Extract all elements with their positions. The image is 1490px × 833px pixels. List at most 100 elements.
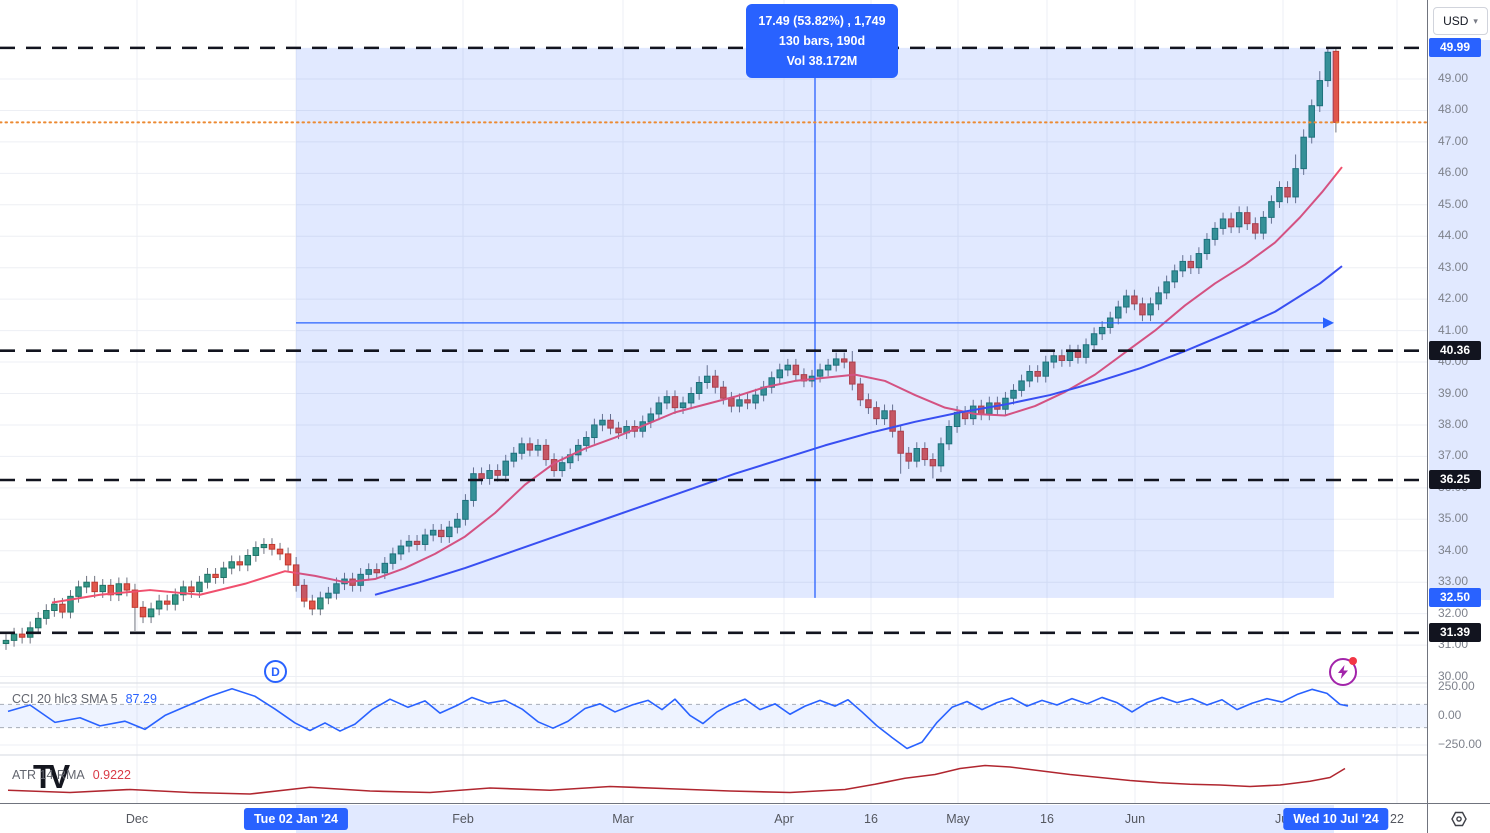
candle-up	[591, 424, 598, 439]
candle-up	[244, 554, 252, 566]
candle-down	[905, 452, 912, 462]
candle-down	[309, 600, 316, 610]
currency-selector[interactable]: USD ▾	[1433, 7, 1488, 35]
candle-down	[1058, 355, 1066, 361]
candle-up	[558, 462, 566, 472]
cci-tick-label: 0.00	[1438, 708, 1462, 722]
ma-fast-line[interactable]	[51, 166, 1343, 604]
atr-legend[interactable]: ATR 14 RMA 0.9222	[12, 768, 131, 782]
candle-down	[1131, 295, 1138, 305]
price-tick-label: 37.00	[1438, 448, 1469, 463]
candle-up	[389, 553, 397, 564]
candle-down	[1034, 370, 1041, 377]
price-tick-label: 43.00	[1438, 259, 1469, 274]
candle-up	[945, 426, 953, 445]
lightning-quick-action-button[interactable]	[1329, 657, 1357, 686]
candle-up	[147, 608, 155, 618]
time-tick-label: Feb	[452, 812, 474, 826]
candle-up	[518, 443, 526, 454]
measure-bottom-price-badge: 32.50	[1429, 588, 1481, 608]
level-lines[interactable]	[0, 46, 1427, 635]
candle-up	[534, 444, 542, 451]
candle-down	[615, 427, 622, 434]
candle-down	[276, 548, 284, 555]
measure-tool[interactable]	[296, 47, 1334, 598]
price-tick-label: 42.00	[1438, 291, 1469, 306]
price-axis[interactable]: USD ▾ 49.00 48.00 47.00 46.00 45.00 44.00 43.0…	[1427, 0, 1490, 803]
candle-down	[792, 364, 800, 376]
candle-down	[212, 573, 219, 578]
cci-legend[interactable]: CCI 20 hlc3 SMA 5 87.29	[12, 692, 157, 706]
pane-separators	[0, 682, 1427, 756]
candle-up	[1219, 218, 1227, 229]
candle-up	[1211, 227, 1219, 240]
candle-up	[99, 584, 106, 593]
candle-up	[1292, 168, 1299, 198]
candle-up	[317, 597, 324, 610]
price-tick-label: 45.00	[1438, 196, 1469, 211]
axis-settings-corner[interactable]	[1427, 803, 1490, 833]
candle-down	[744, 399, 751, 404]
candle-down	[1284, 187, 1291, 198]
candle-up	[1082, 344, 1090, 358]
measure-change: 17.49 (53.82%) , 1,749	[758, 14, 886, 28]
candle-down	[671, 396, 679, 409]
hexagon-settings-icon	[1451, 811, 1467, 826]
candle-down	[720, 386, 727, 399]
candle-down	[542, 444, 550, 461]
candle-up	[1115, 306, 1122, 319]
atr-line[interactable]	[7, 764, 1346, 795]
candle-up	[1203, 238, 1211, 255]
candle-up	[454, 518, 461, 528]
candle-down	[163, 600, 171, 605]
candle-up	[1042, 361, 1049, 377]
level-price-badge: 40.36	[1429, 341, 1481, 361]
candle-up	[703, 375, 711, 383]
measure-tooltip[interactable]: 17.49 (53.82%) , 1,749 130 bars, 190d Vo…	[746, 4, 898, 78]
measure-axis-highlight	[1429, 40, 1490, 600]
candle-up	[1147, 303, 1154, 316]
cci-line[interactable]	[7, 687, 1349, 750]
candle-up	[462, 499, 469, 520]
candle-down	[59, 603, 66, 613]
candle-down	[131, 589, 139, 608]
candle-up	[381, 562, 389, 574]
candle-down	[91, 581, 98, 593]
candle-up	[1300, 136, 1307, 170]
currency-label: USD	[1443, 14, 1469, 28]
time-axis[interactable]: DecFebMarApr16May16JunJul22Tue 02 Jan '2…	[0, 803, 1427, 833]
candle-down	[373, 569, 381, 574]
candle-down	[1243, 212, 1251, 225]
candle-up	[10, 633, 18, 641]
candle-up	[695, 381, 703, 394]
cci-tick-label: 250.00	[1438, 679, 1475, 693]
cci-value: 87.29	[125, 692, 157, 706]
candle-up	[397, 545, 405, 555]
candle-up	[1195, 253, 1203, 269]
candle-down	[292, 564, 300, 586]
candle-up	[220, 567, 227, 578]
measure-volume: Vol 38.172M	[786, 54, 858, 68]
candle-down	[1227, 218, 1235, 228]
candle-up	[405, 540, 413, 547]
candle-up	[1316, 80, 1324, 107]
candle-up	[502, 460, 509, 476]
candle-down	[268, 543, 276, 550]
daily-interval-marker[interactable]: D	[264, 660, 287, 683]
chart-canvas[interactable]	[0, 0, 1427, 803]
ma-slow-line[interactable]	[374, 265, 1343, 596]
price-tick-label: 41.00	[1438, 322, 1469, 337]
cci-tick-label: −250.00	[1438, 737, 1482, 751]
measure-axis-highlight-time	[296, 805, 1334, 833]
candle-down	[437, 529, 445, 538]
candle-up	[1179, 260, 1187, 272]
candle-up	[1260, 216, 1267, 234]
candle-up	[1050, 355, 1058, 363]
candle-up	[204, 573, 211, 583]
candle-up	[881, 410, 888, 420]
price-tick-label: 39.00	[1438, 385, 1469, 400]
time-tick-label: Dec	[125, 812, 149, 826]
candle-up	[583, 437, 590, 446]
candle-up	[260, 543, 268, 549]
